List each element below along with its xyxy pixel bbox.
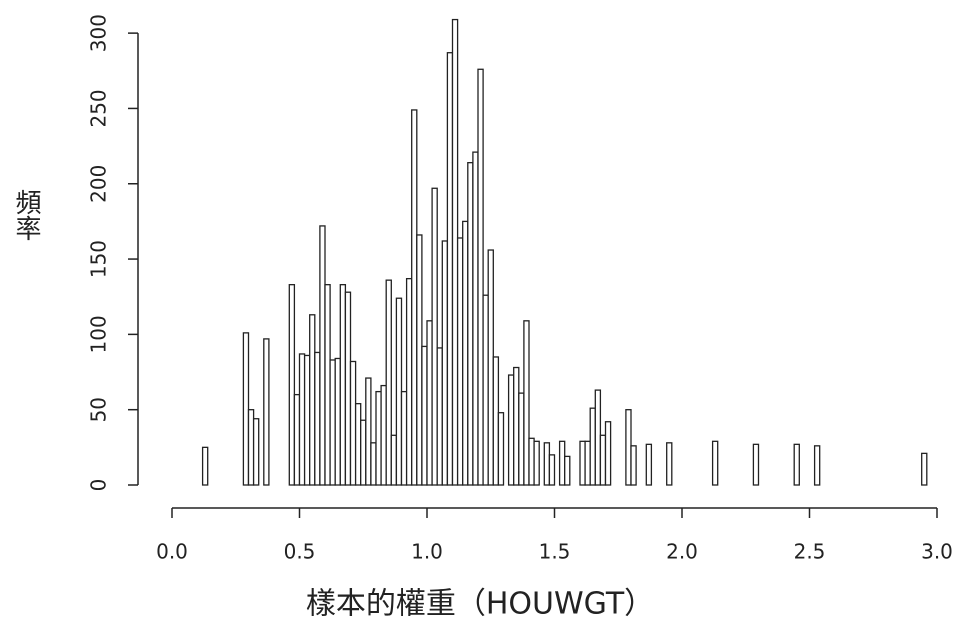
bar xyxy=(921,452,928,486)
bar xyxy=(477,68,484,486)
x-tick-label: 1.5 xyxy=(539,540,571,564)
bar xyxy=(288,284,296,486)
bar xyxy=(416,234,423,486)
bar xyxy=(365,377,372,486)
bar xyxy=(405,277,413,486)
bar xyxy=(263,338,270,486)
bar xyxy=(513,366,520,486)
y-tick-label: 300 xyxy=(87,14,111,52)
bar xyxy=(793,443,800,486)
bar xyxy=(436,347,443,486)
bar xyxy=(446,52,454,486)
bar xyxy=(625,409,632,486)
bar xyxy=(390,434,398,486)
y-tick-label: 150 xyxy=(87,240,111,278)
bar xyxy=(252,418,260,486)
bar xyxy=(558,440,566,486)
bar xyxy=(201,446,209,486)
bar xyxy=(344,291,352,486)
bar xyxy=(711,440,719,486)
bar xyxy=(543,442,551,486)
y-tick-label: 0 xyxy=(87,479,111,492)
bar xyxy=(380,384,387,486)
bar xyxy=(360,419,367,486)
bar xyxy=(314,351,321,486)
y-tick-label: 100 xyxy=(87,315,111,353)
bar xyxy=(426,320,433,486)
bar xyxy=(329,359,336,486)
bar xyxy=(395,297,403,486)
bar xyxy=(370,442,377,486)
bar xyxy=(487,249,494,486)
bar xyxy=(400,390,408,486)
bar xyxy=(385,279,392,486)
bar xyxy=(324,284,331,486)
bar xyxy=(462,220,469,486)
bar xyxy=(242,332,250,486)
bar xyxy=(334,357,341,486)
bar xyxy=(451,18,459,486)
bar xyxy=(589,407,596,486)
bar xyxy=(431,187,438,486)
bar xyxy=(518,392,525,486)
x-tick-label: 2.0 xyxy=(666,540,698,564)
bar xyxy=(548,454,556,486)
bar xyxy=(456,237,464,486)
y-tick-label: 250 xyxy=(87,89,111,127)
y-tick-label: 50 xyxy=(87,397,111,422)
bar xyxy=(497,412,505,486)
x-axis-label: 樣本的權重（HOUWGT） xyxy=(306,587,654,622)
bar xyxy=(298,353,306,486)
bar xyxy=(579,440,586,486)
bar xyxy=(564,455,571,486)
bar xyxy=(354,403,362,486)
bar xyxy=(375,390,382,486)
x-tick-label: 0.5 xyxy=(284,540,316,564)
bar xyxy=(247,409,255,486)
bar xyxy=(421,345,428,486)
bar xyxy=(411,109,418,486)
bar xyxy=(645,443,653,486)
bar xyxy=(604,421,612,486)
bar xyxy=(349,360,357,486)
bar xyxy=(752,443,760,486)
bar xyxy=(528,437,535,486)
bar xyxy=(472,151,479,486)
bar xyxy=(319,225,326,486)
x-tick-label: 3.0 xyxy=(921,540,953,564)
bar xyxy=(293,393,301,486)
bar xyxy=(339,284,347,486)
bar xyxy=(533,440,540,486)
bar xyxy=(467,162,474,486)
bar xyxy=(813,445,821,486)
bar xyxy=(630,445,637,486)
x-tick-label: 0.0 xyxy=(156,540,188,564)
bar xyxy=(523,320,530,486)
bar xyxy=(309,314,316,486)
x-tick-label: 1.0 xyxy=(411,540,443,564)
y-tick-label: 200 xyxy=(87,165,111,203)
y-axis-label: 頻率 xyxy=(11,189,41,241)
bar xyxy=(492,356,500,486)
bar xyxy=(441,240,449,486)
bar xyxy=(303,354,311,486)
bar xyxy=(507,374,515,486)
bar xyxy=(599,434,607,486)
bar xyxy=(482,294,489,486)
x-tick-label: 2.5 xyxy=(794,540,826,564)
bar xyxy=(584,440,591,486)
bar xyxy=(594,389,602,486)
bar xyxy=(666,442,673,486)
